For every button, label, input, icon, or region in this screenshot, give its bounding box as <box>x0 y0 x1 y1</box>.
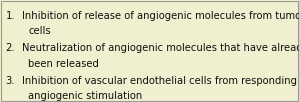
Text: cells: cells <box>28 26 51 36</box>
Text: 3.: 3. <box>5 76 15 86</box>
Text: Inhibition of release of angiogenic molecules from tumor: Inhibition of release of angiogenic mole… <box>22 11 299 21</box>
Text: angiogenic stimulation: angiogenic stimulation <box>28 91 143 101</box>
Text: Neutralization of angiogenic molecules that have already: Neutralization of angiogenic molecules t… <box>22 43 299 53</box>
FancyBboxPatch shape <box>1 1 298 101</box>
Text: 2.: 2. <box>5 43 15 53</box>
Text: been released: been released <box>28 59 99 69</box>
Text: Inhibition of vascular endothelial cells from responding to: Inhibition of vascular endothelial cells… <box>22 76 299 86</box>
Text: 1.: 1. <box>5 11 15 21</box>
